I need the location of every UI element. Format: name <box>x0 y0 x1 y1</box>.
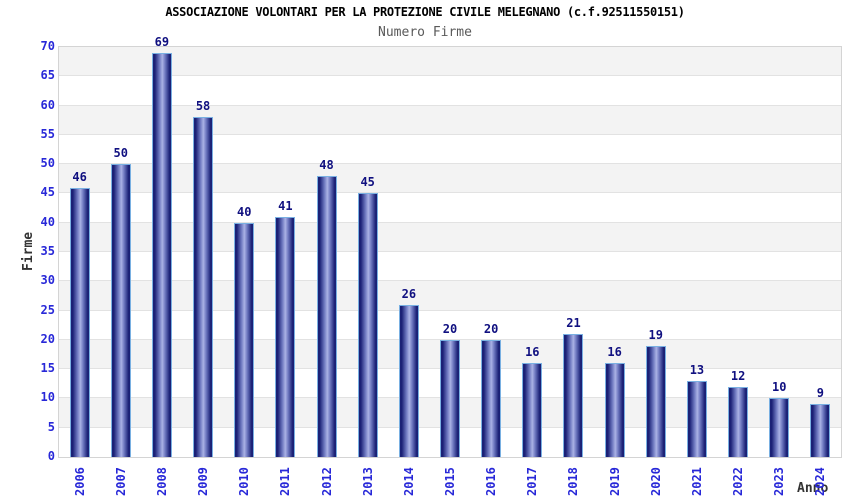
bar <box>151 52 172 457</box>
gridline <box>59 221 841 223</box>
y-tick-label: 40 <box>40 214 55 229</box>
x-axis-title: Anno <box>797 481 829 496</box>
bar <box>440 339 460 457</box>
x-tick-label: 2007 <box>113 467 128 496</box>
bar <box>481 339 502 457</box>
gridline <box>59 163 841 165</box>
bar-value-label: 40 <box>236 204 252 219</box>
bar <box>522 363 543 457</box>
bar <box>234 222 255 457</box>
bar <box>357 193 378 457</box>
x-tick-label: 2014 <box>401 467 416 496</box>
chart-subtitle: Numero Firme <box>378 25 472 40</box>
bar-value-label: 21 <box>566 316 581 330</box>
bar <box>110 164 131 457</box>
bar-value-label: 45 <box>360 175 375 190</box>
y-tick-label: 55 <box>40 126 55 141</box>
grid-band <box>59 310 841 340</box>
grid-band <box>59 222 841 252</box>
bar <box>398 304 419 457</box>
bar <box>645 345 666 457</box>
y-tick-label: 70 <box>40 39 55 53</box>
y-tick-label: 65 <box>40 68 55 83</box>
x-tick-label: 2011 <box>278 467 293 496</box>
bar <box>810 404 831 457</box>
chart-title: ASSOCIAZIONE VOLONTARI PER LA PROTEZIONE… <box>165 5 685 19</box>
y-tick-label: 60 <box>40 97 55 112</box>
gridline <box>59 280 841 282</box>
grid-band <box>59 281 841 311</box>
bar-value-label: 20 <box>483 321 499 336</box>
bar-value-label: 19 <box>648 327 663 342</box>
bar-value-label: 16 <box>607 345 622 360</box>
y-tick-label: 20 <box>40 331 55 346</box>
x-tick-label: 2006 <box>72 467 87 496</box>
bar <box>686 380 707 457</box>
bar-value-label: 10 <box>772 380 787 395</box>
bar <box>275 216 296 457</box>
x-tick-label: 2009 <box>196 467 211 496</box>
x-tick-label: 2020 <box>648 467 663 496</box>
gridline <box>59 338 841 340</box>
y-tick-label: 5 <box>47 419 55 434</box>
grid-band <box>59 134 841 165</box>
grid-band <box>59 252 841 282</box>
grid-band <box>59 47 841 77</box>
gridline <box>59 133 841 135</box>
y-tick-label: 50 <box>40 156 55 171</box>
x-tick-label: 2010 <box>237 467 252 496</box>
grid-band <box>59 193 841 223</box>
y-tick-label: 25 <box>40 302 55 317</box>
plot-area: 46 50 69 58 40 41 48 45 26 20 20 16 21 16 19 13 12 10 9 <box>58 35 842 458</box>
grid-band <box>59 76 841 106</box>
x-tick-label: 2019 <box>607 467 622 496</box>
bar-value-label: 20 <box>442 321 458 336</box>
bar-value-label: 26 <box>401 286 417 301</box>
x-tick-label: 2012 <box>319 467 334 496</box>
bar-value-label: 41 <box>278 198 293 213</box>
bar-value-label: 58 <box>195 99 211 114</box>
x-tick-label: 2023 <box>772 467 787 496</box>
y-tick-label: 35 <box>40 244 55 258</box>
gridline <box>59 251 841 252</box>
bar-value-label: 16 <box>525 345 540 360</box>
bar-value-label: 46 <box>72 169 87 184</box>
bar-value-label: 12 <box>730 368 746 383</box>
x-tick-label: 2016 <box>484 467 499 496</box>
x-tick-label: 2013 <box>360 467 375 496</box>
gridline <box>59 75 841 77</box>
y-tick-label: 45 <box>40 185 55 200</box>
gridline <box>59 104 841 106</box>
bar <box>769 398 790 457</box>
bar-value-label: 48 <box>319 157 334 172</box>
bar <box>316 175 337 457</box>
bar <box>193 117 214 457</box>
x-tick-label: 2017 <box>525 467 540 496</box>
bar <box>563 334 584 457</box>
x-tick-label: 2022 <box>731 467 746 496</box>
gridline <box>59 192 841 194</box>
bar-value-label: 50 <box>113 146 128 161</box>
bar-value-label: 69 <box>154 34 170 49</box>
x-tick-label: 2015 <box>443 467 457 496</box>
y-tick-label: 0 <box>47 449 55 463</box>
bar <box>69 187 90 457</box>
x-tick-label: 2024 <box>813 467 828 496</box>
grid-band <box>59 105 841 135</box>
x-tick-label: 2008 <box>154 467 169 496</box>
y-tick-label: 10 <box>40 390 55 405</box>
bar <box>604 363 625 457</box>
x-tick-label: 2018 <box>566 467 581 496</box>
gridline <box>59 309 841 311</box>
x-tick-label: 2021 <box>689 467 704 496</box>
bar-value-label: 9 <box>816 386 825 401</box>
bar-value-label: 13 <box>689 362 705 377</box>
bar <box>728 386 749 457</box>
grid-band <box>59 164 841 194</box>
y-tick-label: 30 <box>40 273 55 288</box>
y-tick-label: 15 <box>40 361 55 376</box>
